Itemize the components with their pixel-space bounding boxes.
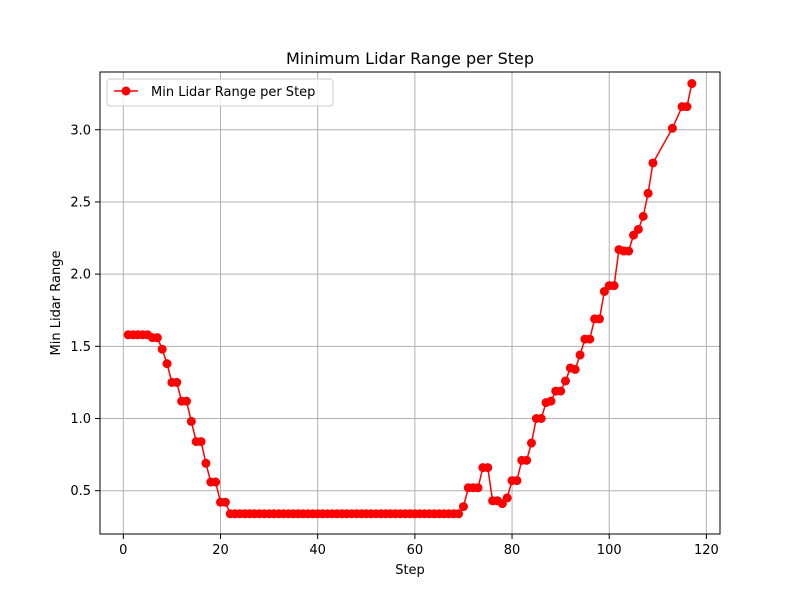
data-point bbox=[211, 477, 221, 487]
legend: Min Lidar Range per Step bbox=[106, 78, 334, 107]
y-tick-label: 3.0 bbox=[70, 123, 91, 138]
data-point bbox=[181, 396, 191, 406]
data-point bbox=[570, 364, 580, 374]
series-layer bbox=[123, 79, 697, 519]
data-point bbox=[483, 463, 493, 473]
data-point bbox=[186, 416, 196, 426]
x-tick-label: 100 bbox=[597, 543, 622, 558]
data-point bbox=[526, 438, 536, 448]
data-point bbox=[556, 386, 566, 396]
x-tick-label: 80 bbox=[504, 543, 521, 558]
y-tick-label: 2.5 bbox=[70, 195, 91, 210]
data-point bbox=[502, 493, 512, 503]
x-axis-label: Step bbox=[395, 563, 425, 578]
data-point bbox=[512, 476, 522, 486]
plot-area-frame bbox=[99, 71, 721, 535]
data-point bbox=[643, 188, 653, 198]
x-tick-label: 120 bbox=[694, 543, 719, 558]
grid bbox=[100, 72, 720, 534]
chart-title: Minimum Lidar Range per Step bbox=[286, 49, 534, 68]
data-point bbox=[687, 79, 697, 89]
x-tick-label: 40 bbox=[309, 543, 326, 558]
data-point bbox=[162, 359, 172, 369]
legend-entry-label: Min Lidar Range per Step bbox=[151, 85, 315, 100]
data-point bbox=[624, 246, 634, 256]
data-point bbox=[152, 333, 162, 343]
data-point bbox=[522, 455, 532, 465]
data-point bbox=[638, 211, 648, 221]
x-tick-label: 20 bbox=[212, 543, 229, 558]
data-point bbox=[473, 483, 483, 493]
data-point bbox=[633, 224, 643, 234]
data-point bbox=[648, 158, 658, 168]
legend-box bbox=[106, 78, 334, 107]
data-point bbox=[201, 458, 211, 468]
data-point bbox=[546, 396, 556, 406]
data-point bbox=[585, 334, 595, 344]
data-point bbox=[220, 497, 230, 507]
data-point bbox=[560, 376, 570, 386]
ticks: 0 20 40 60 80 100 120 0.5 1.0 1.5 2.0 2.5 3.0 bbox=[70, 123, 718, 558]
x-tick-label: 0 bbox=[119, 543, 127, 558]
data-point bbox=[196, 437, 206, 447]
data-point bbox=[454, 509, 464, 519]
data-point bbox=[594, 314, 604, 324]
data-point bbox=[172, 377, 182, 387]
y-axis-label: Min Lidar Range bbox=[49, 251, 64, 356]
y-tick-label: 1.5 bbox=[70, 340, 91, 355]
y-tick-label: 2.0 bbox=[70, 268, 91, 283]
data-point bbox=[682, 102, 692, 112]
legend-marker-swatch bbox=[121, 86, 131, 96]
data-point bbox=[458, 502, 468, 512]
x-tick-label: 60 bbox=[407, 543, 424, 558]
y-tick-label: 0.5 bbox=[70, 484, 91, 499]
data-point bbox=[575, 350, 585, 360]
data-point bbox=[157, 344, 167, 354]
data-point bbox=[667, 123, 677, 133]
y-tick-label: 1.0 bbox=[70, 412, 91, 427]
data-point bbox=[609, 281, 619, 291]
data-point bbox=[536, 414, 546, 423]
